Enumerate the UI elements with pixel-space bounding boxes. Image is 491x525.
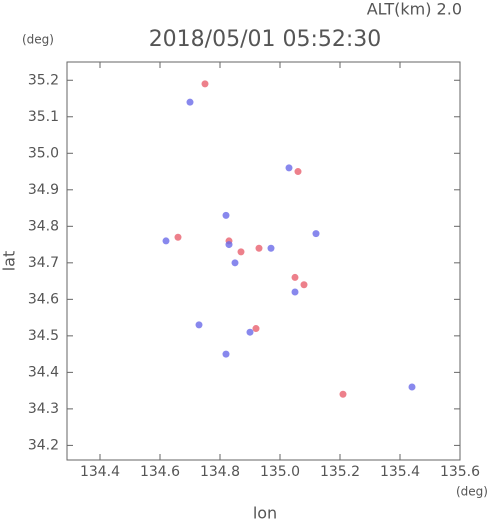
- y-tick-label: 35.0: [28, 145, 59, 161]
- echo-point: [246, 328, 254, 336]
- echo-point: [252, 325, 260, 333]
- echo-point: [237, 248, 245, 256]
- y-tick-label: 34.3: [28, 401, 59, 417]
- x-tick-label: 135.6: [440, 464, 480, 480]
- y-tick-label: 34.7: [28, 255, 59, 271]
- y-tick-label: 35.1: [28, 109, 59, 125]
- echo-point: [231, 259, 239, 267]
- echo-point: [312, 230, 320, 238]
- chart-subtitle: ALT(km) 2.0: [367, 0, 462, 19]
- echo-point: [222, 350, 230, 358]
- plot-frame: [66, 61, 461, 461]
- echo-point: [300, 281, 308, 289]
- y-tick-label: 34.6: [28, 291, 59, 307]
- chart-title: 2018/05/01 05:52:30: [149, 27, 382, 52]
- echo-point: [186, 98, 194, 106]
- echo-point: [291, 273, 299, 281]
- x-tick-label: 134.6: [140, 464, 180, 480]
- echo-point: [222, 211, 230, 219]
- echo-point: [339, 390, 347, 398]
- x-axis-label: lon: [253, 504, 277, 522]
- y-tick-label: 34.8: [28, 218, 59, 234]
- y-tick-label: 34.2: [28, 437, 59, 453]
- x-tick-label: 134.4: [80, 464, 120, 480]
- y-tick-label: 34.9: [28, 182, 59, 198]
- echo-point: [195, 321, 203, 329]
- x-tick-label: 134.8: [200, 464, 240, 480]
- echo-point: [201, 80, 209, 88]
- echo-point: [291, 288, 299, 296]
- x-tick-label: 135.0: [260, 464, 300, 480]
- echo-point: [267, 244, 275, 252]
- y-unit: (deg): [22, 33, 54, 47]
- echo-point: [294, 168, 302, 176]
- echo-point: [255, 244, 263, 252]
- y-tick-label: 34.5: [28, 328, 59, 344]
- x-unit: (deg): [456, 485, 488, 499]
- x-tick-label: 135.2: [320, 464, 360, 480]
- echo-point: [285, 164, 293, 172]
- echo-point: [225, 241, 233, 249]
- y-tick-label: 34.4: [28, 364, 59, 380]
- echo-point: [408, 383, 416, 391]
- y-axis-label: lat: [0, 251, 19, 272]
- y-tick-label: 35.2: [28, 72, 59, 88]
- x-tick-label: 135.4: [380, 464, 420, 480]
- echo-point: [174, 233, 182, 241]
- echo-point: [162, 237, 170, 245]
